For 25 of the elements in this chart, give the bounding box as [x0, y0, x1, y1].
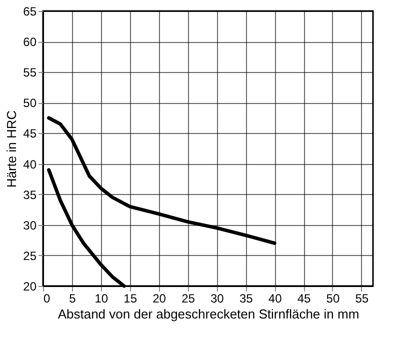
- x-tick-label: 40: [268, 292, 282, 306]
- x-tick-label: 50: [326, 292, 340, 306]
- x-tick-label: 30: [210, 292, 224, 306]
- x-tick-label: 45: [297, 292, 312, 306]
- x-tick-label: 5: [69, 292, 76, 306]
- x-tick-label: 10: [94, 292, 108, 306]
- y-tick-label: 35: [23, 188, 37, 202]
- x-tick-label: 55: [355, 292, 369, 306]
- line-series: [47, 116, 276, 245]
- x-tick-label: 15: [124, 292, 138, 306]
- y-tick-label: 60: [23, 35, 37, 50]
- y-tick-label: 50: [23, 96, 37, 110]
- y-tick-label: 45: [23, 126, 37, 141]
- x-axis-title: Abstand von der abgeschrecketen Stirnfläche in mm: [58, 306, 360, 322]
- x-tick-label: 20: [152, 292, 166, 306]
- x-tick-label: 0: [44, 292, 50, 306]
- x-tick-label: 25: [182, 292, 196, 306]
- y-tick-label: 30: [23, 218, 37, 232]
- y-tick-label: 40: [23, 157, 37, 172]
- y-axis-title: Härte in HRC: [4, 110, 20, 188]
- y-tick-label: 65: [23, 4, 37, 18]
- x-tick-label: 35: [239, 292, 254, 306]
- y-tick-label: 20: [23, 280, 37, 294]
- y-tick-label: 55: [23, 66, 37, 80]
- y-tick-label: 25: [23, 248, 37, 263]
